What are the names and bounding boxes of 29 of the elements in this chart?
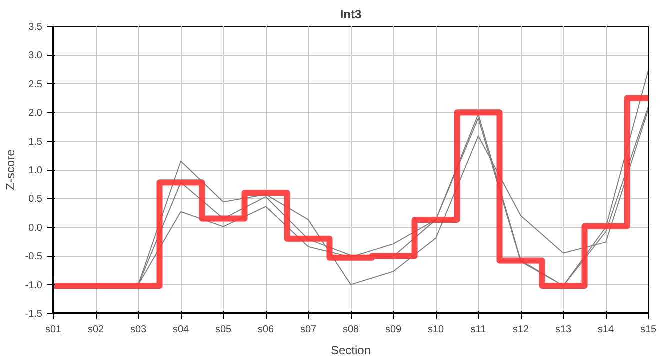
y-axis-title: Z-score: [3, 149, 18, 190]
x-tick-label: s15: [640, 324, 657, 336]
y-tick-label: -1.5: [25, 309, 43, 320]
y-tick-label: 3.5: [28, 22, 43, 33]
x-tick-label: s05: [215, 324, 232, 336]
x-tick-label: s10: [428, 324, 444, 336]
x-tick-label: s02: [88, 324, 104, 336]
x-tick-label: s07: [300, 324, 317, 336]
y-tick-label: 2.0: [28, 108, 43, 120]
x-tick-label: s06: [258, 324, 274, 336]
x-tick-label: s12: [512, 324, 530, 336]
x-tick-label: s09: [385, 324, 402, 336]
x-tick-label: s08: [342, 324, 360, 336]
x-tick-label: s11: [470, 324, 487, 336]
x-tick-label: s01: [45, 324, 62, 336]
x-axis-title: Section: [330, 344, 372, 358]
x-tick-label: s13: [555, 324, 572, 336]
y-tick-label: 1.0: [28, 166, 43, 176]
x-tick-label: s03: [130, 324, 147, 336]
y-tick-label: -1.0: [25, 280, 43, 292]
y-tick-label: -0.5: [25, 252, 43, 263]
x-tick-label: s04: [172, 324, 190, 336]
y-tick-label: 2.5: [28, 79, 43, 90]
y-tick-label: 0.5: [28, 194, 43, 206]
y-tick-label: 1.5: [28, 136, 43, 148]
y-tick-label: 0.0: [28, 222, 43, 234]
chart-title: Int3: [340, 8, 362, 22]
y-tick-label: 3.0: [28, 50, 43, 62]
x-tick-label: s14: [598, 324, 614, 336]
